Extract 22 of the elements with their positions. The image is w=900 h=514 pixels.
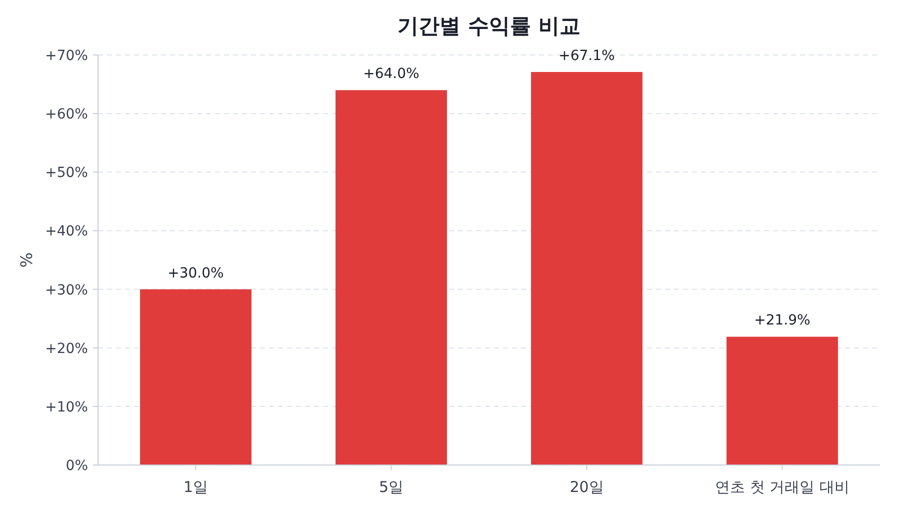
data-label: +30.0% (168, 265, 224, 282)
x-tick-label: 1일 (183, 478, 208, 496)
y-tick-label: +70% (45, 48, 88, 64)
y-tick-label: +40% (45, 224, 88, 240)
bar (140, 289, 252, 465)
y-tick-label: +50% (45, 165, 88, 182)
bar (726, 336, 838, 465)
data-label: +67.1% (558, 48, 615, 64)
y-tick-label: +20% (45, 340, 88, 357)
y-axis-title: % (17, 252, 36, 268)
x-tick-label: 5일 (378, 478, 404, 496)
y-tick-label: 0% (66, 458, 88, 474)
x-tick-label: 연초 첫 거래일 대비 (715, 478, 850, 496)
y-tick-label: +10% (45, 399, 88, 416)
chart-title: 기간별 수익률 비교 (398, 14, 580, 38)
data-label: +21.9% (754, 312, 810, 329)
y-tick-label: +30% (45, 282, 88, 298)
bar (531, 72, 642, 465)
y-tick-label: +60% (45, 106, 88, 123)
x-tick-label: 20일 (570, 478, 604, 496)
data-label: +64.0% (363, 66, 420, 82)
bar (336, 90, 447, 465)
